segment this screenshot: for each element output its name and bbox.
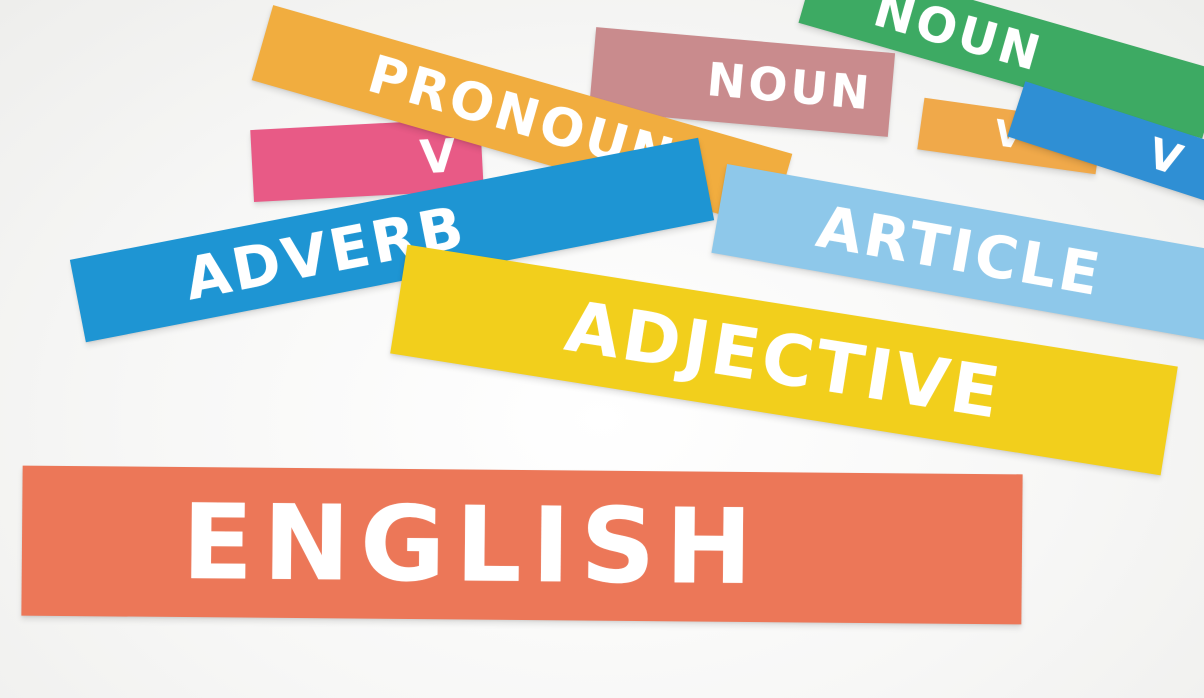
noun-card-rose-text: NOUN: [704, 52, 875, 121]
english-card-text: ENGLISH: [181, 481, 763, 609]
english-card: ENGLISH: [21, 465, 1023, 625]
noun-card-green-text: NOUN: [867, 0, 1049, 83]
adjective-card-text: ADJECTIVE: [560, 285, 1008, 435]
verb-card-pink-text: V: [418, 128, 460, 185]
blue-card-back-text: V: [1142, 128, 1192, 186]
article-card-text: ARTICLE: [811, 192, 1108, 310]
